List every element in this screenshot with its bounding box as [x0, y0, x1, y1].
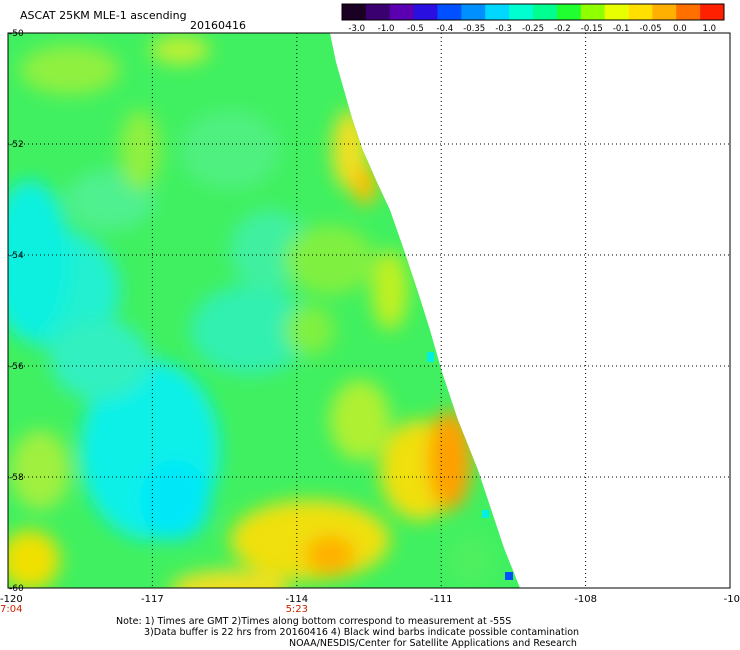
colorbar-segment [413, 4, 438, 20]
lon-tick-label: -117 [141, 594, 164, 605]
colorbar-segment [652, 4, 677, 20]
map-title: ASCAT 25KM MLE-1 ascending [20, 9, 187, 22]
time-labels: 7:04 5:23 [0, 604, 308, 615]
colorbar-tick-label: -0.3 [495, 24, 512, 34]
lat-tick-label: -58 [9, 473, 24, 483]
lon-tick-label: -108 [574, 594, 597, 605]
colorbar-tick-label: -0.4 [437, 24, 454, 34]
colorbar-segment [509, 4, 534, 20]
colorbar-segment [580, 4, 606, 20]
colorbar-segment [461, 4, 486, 20]
lat-tick-label: -56 [9, 362, 24, 372]
note-line-2: 3)Data buffer is 22 hrs from 20160416 4)… [144, 627, 580, 638]
lat-tick-label: -50 [9, 29, 24, 39]
lon-tick-label: -111 [430, 594, 453, 605]
colorbar-segment [628, 4, 653, 20]
colorbar-segment [485, 4, 510, 20]
lon-tick-label: -114 [285, 594, 308, 605]
colorbar-segment [604, 4, 629, 20]
colorbar-segment [365, 4, 391, 20]
colorbar-tick-label: -0.05 [640, 24, 662, 34]
colorbar-ticks: -3.0 -1.0 -0.5 -0.4 -0.35 -0.3 -0.25 -0.2 -0.15-… [348, 24, 716, 34]
colorbar-segment [533, 4, 558, 20]
latitude-axis: -50 -52 -54 -56 -58 -60 [9, 29, 24, 594]
lon-tick-label: -10 [724, 594, 740, 605]
colorbar-tick-label: -0.15 [581, 24, 603, 34]
map-date: 20160416 [190, 19, 246, 32]
colorbar-tick-label: -0.2 [554, 24, 571, 34]
graticule [8, 33, 730, 588]
swath-field [8, 33, 520, 588]
plot-frame [7, 32, 731, 589]
colorbar-segment [342, 4, 367, 20]
colorbar-tick-label: -0.25 [522, 24, 544, 34]
time-label: 7:04 [0, 604, 22, 615]
lat-tick-label: -60 [9, 584, 24, 594]
colorbar-tick-label: 1.0 [703, 24, 717, 34]
colorbar-tick-label: -3.0 [348, 24, 365, 34]
colorbar [341, 3, 725, 21]
colorbar-tick-label: -0.1 [613, 24, 630, 34]
note-line-1: Note: 1) Times are GMT 2)Times along bot… [116, 616, 512, 627]
colorbar-segment [700, 4, 725, 20]
colorbar-segment [437, 4, 462, 20]
colorbar-tick-label: -0.5 [407, 24, 424, 34]
colorbar-segment [676, 4, 701, 20]
colorbar-tick-label: 0.0 [673, 24, 687, 34]
colorbar-frame [341, 3, 725, 21]
lat-tick-label: -52 [9, 140, 24, 150]
lon-tick-label: -120 [0, 594, 23, 605]
colorbar-segment [556, 4, 582, 20]
time-label: 5:23 [286, 604, 308, 615]
colorbar-segment [389, 4, 415, 20]
longitude-axis: -120 -117 -114 -111 -108 -10 [0, 594, 740, 605]
note-line-3: NOAA/NESDIS/Center for Satellite Applica… [289, 638, 577, 649]
colorbar-tick-label: -1.0 [378, 24, 395, 34]
colorbar-tick-label: -0.35 [463, 24, 485, 34]
lat-tick-label: -54 [9, 251, 24, 261]
